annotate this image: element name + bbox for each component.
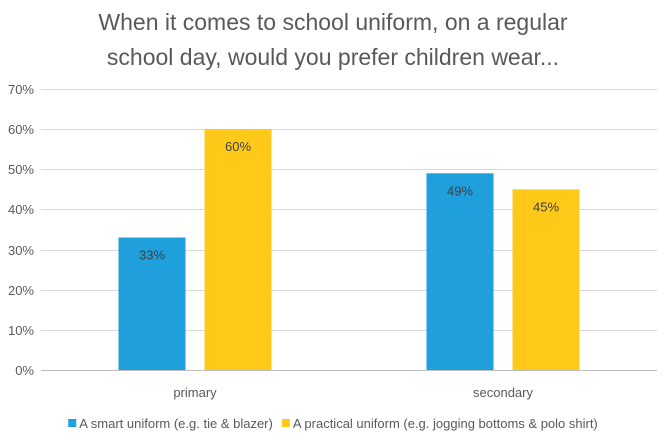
y-tick-label: 0% xyxy=(15,363,34,378)
data-label: 49% xyxy=(447,183,473,198)
bar xyxy=(512,189,580,370)
legend-swatch xyxy=(281,419,290,427)
y-tick-label: 30% xyxy=(8,243,34,258)
legend-label: A practical uniform (e.g. jogging bottom… xyxy=(293,416,598,431)
x-axis-category-labels: primary secondary xyxy=(173,385,533,400)
bar xyxy=(426,173,494,370)
y-tick-label: 50% xyxy=(8,162,34,177)
legend-item: A smart uniform (e.g. tie & blazer) xyxy=(68,416,273,431)
x-category-label: primary xyxy=(173,385,217,400)
legend-label: A smart uniform (e.g. tie & blazer) xyxy=(79,416,273,431)
data-label: 45% xyxy=(533,199,559,214)
y-tick-label: 20% xyxy=(8,283,34,298)
y-tick-label: 70% xyxy=(8,82,34,97)
data-label: 33% xyxy=(139,248,165,263)
x-category-label: secondary xyxy=(473,385,533,400)
y-tick-label: 40% xyxy=(8,202,34,217)
bar xyxy=(204,129,272,370)
legend-swatch xyxy=(68,419,77,427)
data-label: 60% xyxy=(225,139,251,154)
chart-title: When it comes to school uniform, on a re… xyxy=(98,9,568,70)
legend: A smart uniform (e.g. tie & blazer) A pra… xyxy=(68,416,598,431)
chart-title-line-1: When it comes to school uniform, on a re… xyxy=(98,9,568,35)
bars xyxy=(118,129,580,370)
chart-title-line-2: school day, would you prefer children we… xyxy=(107,44,559,70)
y-tick-label: 60% xyxy=(8,122,34,137)
y-tick-label: 10% xyxy=(8,323,34,338)
y-axis-tick-labels: 0% 10% 20% 30% 40% 50% 60% 70% xyxy=(8,82,34,378)
data-labels: 33% 60% 49% 45% xyxy=(139,139,559,262)
bar xyxy=(118,237,186,370)
legend-item: A practical uniform (e.g. jogging bottom… xyxy=(281,416,598,431)
